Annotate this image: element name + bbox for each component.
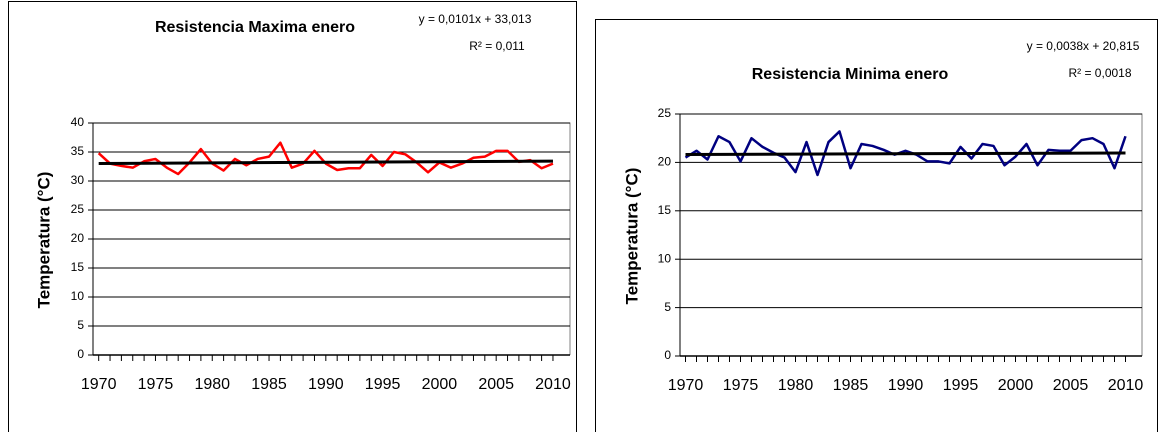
y-tick-label: 10 [658, 251, 672, 265]
trend-line [685, 151, 1126, 156]
y-tick-label: 25 [658, 106, 672, 120]
y-tick-label: 35 [71, 144, 85, 158]
y-tick-label: 25 [71, 202, 85, 216]
trend-r-squared: R² = 0,0018 [1068, 66, 1131, 80]
x-tick-label: 1980 [778, 377, 814, 394]
y-axis-title: Temperatura (°C) [34, 172, 53, 309]
trend-equation: y = 0,0101x + 33,013 [419, 12, 532, 26]
x-tick-label: 1990 [308, 376, 344, 393]
chart-frame [8, 1, 577, 432]
data-line [684, 130, 1127, 177]
x-tick-label: 1990 [888, 377, 924, 394]
chart-frame [595, 19, 1158, 432]
x-tick-label: 1970 [668, 377, 704, 394]
x-tick-label: 2005 [1053, 377, 1089, 394]
y-tick-label: 20 [658, 155, 672, 169]
trend-line [98, 159, 553, 165]
trend-r-squared: R² = 0,011 [469, 39, 525, 53]
chart-title: Resistencia Minima enero [752, 66, 949, 83]
x-tick-label: 2010 [535, 376, 571, 393]
x-tick-label: 2005 [478, 376, 514, 393]
y-tick-label: 5 [664, 300, 671, 314]
x-tick-label: 1970 [81, 376, 117, 393]
x-tick-label: 2010 [1108, 377, 1144, 394]
y-tick-label: 5 [77, 318, 84, 332]
data-line [97, 141, 554, 176]
x-tick-label: 2000 [998, 377, 1034, 394]
y-axis-title: Temperatura (°C) [622, 168, 641, 305]
x-tick-label: 1980 [194, 376, 230, 393]
y-tick-label: 10 [71, 289, 85, 303]
x-tick-label: 2000 [422, 376, 458, 393]
x-tick-label: 1985 [833, 377, 869, 394]
y-tick-label: 30 [71, 173, 85, 187]
y-tick-label: 0 [664, 348, 671, 362]
y-tick-label: 0 [77, 347, 84, 361]
y-tick-label: 15 [71, 260, 85, 274]
trend-equation: y = 0,0038x + 20,815 [1027, 39, 1140, 53]
chart-title: Resistencia Maxima enero [155, 19, 355, 36]
y-tick-label: 15 [658, 203, 672, 217]
x-tick-label: 1985 [251, 376, 287, 393]
x-tick-label: 1995 [943, 377, 979, 394]
x-tick-label: 1975 [138, 376, 174, 393]
x-tick-label: 1975 [723, 377, 759, 394]
y-tick-label: 20 [71, 231, 85, 245]
x-tick-label: 1995 [365, 376, 401, 393]
y-tick-label: 40 [71, 115, 85, 129]
